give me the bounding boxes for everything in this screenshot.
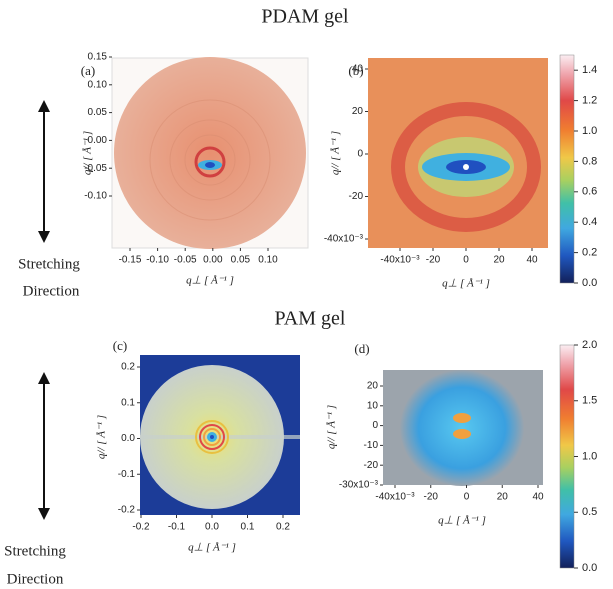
stretching-label: Stretching [18,256,80,272]
y-tick-label: 0.2 [121,362,135,373]
y-tick-label: -10 [364,440,379,451]
stretching-label: Direction [7,571,64,587]
x-tick-label: 20 [497,492,509,503]
x-axis-label: q⊥ [ Å⁻¹ ] [438,515,486,527]
section-title: PAM gel [275,308,346,330]
x-tick-label: 0.2 [276,522,290,533]
y-tick-label: 0.0 [121,433,135,444]
beamstop [463,164,469,170]
y-tick-label: -20 [364,460,379,471]
x-tick-label: 0 [463,255,469,266]
y-tick-label: 0.1 [121,397,135,408]
panel-label: (d) [354,341,369,356]
arrow-head [38,100,50,112]
colorbar-tick-label: 1.4 [582,64,597,76]
colorbar-tick-label: 0.8 [582,155,597,167]
x-axis-label: q⊥ [ Å⁻¹ ] [442,278,490,290]
x-tick-label: -40x10⁻³ [375,492,415,503]
y-axis-label: q// [ Å⁻¹ ] [326,405,338,449]
colorbar-tick-label: 1.5 [582,395,597,407]
y-tick-label: -0.1 [118,469,136,480]
arrow-head [38,372,50,384]
colorbar-tick-label: 0.0 [582,562,597,574]
lobe [453,413,471,423]
arrow-head [38,231,50,243]
colorbar [560,55,574,283]
x-tick-label: -0.2 [132,522,150,533]
panel-label: (a) [81,63,95,78]
y-tick-label: -0.2 [118,505,136,516]
colorbar-tick-label: 1.0 [582,450,597,462]
core [205,162,215,168]
x-tick-label: -0.05 [174,255,197,266]
scatter-disc [400,370,524,486]
y-tick-label: 0.05 [88,107,108,118]
x-tick-label: 20 [493,255,505,266]
y-tick-label: 0 [372,420,378,431]
x-tick-label: 0.1 [241,522,255,533]
y-tick-label: -20 [349,191,364,202]
y-tick-label: 0.10 [88,79,108,90]
x-tick-label: -40x10⁻³ [380,255,420,266]
colorbar-tick-label: 0.6 [582,186,597,198]
x-tick-label: 40 [526,255,538,266]
lobe [453,429,471,439]
y-tick-label: 20 [367,381,379,392]
x-tick-label: 0 [464,492,470,503]
x-tick-label: -0.15 [119,255,142,266]
arrow-head [38,508,50,520]
x-tick-label: 0.00 [203,255,223,266]
y-axis-label: q// [ Å⁻¹ ] [330,131,342,175]
y-tick-label: 10 [367,400,379,411]
stretching-label: Stretching [4,543,66,559]
colorbar-tick-label: 2.0 [582,339,597,351]
y-tick-label: -40x10⁻³ [324,234,364,245]
colorbar-tick-label: 0.0 [582,277,597,289]
y-axis-label: q// [ Å⁻¹ ] [82,131,94,175]
core [210,435,214,439]
colorbar-tick-label: 0.2 [582,247,597,259]
y-tick-label: 0.15 [88,52,108,63]
y-tick-label: 0 [357,149,363,160]
y-tick-label: -0.10 [84,191,107,202]
x-tick-label: -0.1 [168,522,186,533]
section-title: PDAM gel [261,6,349,28]
x-axis-label: q⊥ [ Å⁻¹ ] [188,542,236,554]
colorbar-tick-label: 0.5 [582,506,597,518]
x-tick-label: 0.05 [231,255,251,266]
y-tick-label: 20 [352,106,364,117]
x-tick-label: -20 [426,255,441,266]
colorbar [560,345,574,568]
y-tick-label: -30x10⁻³ [339,480,379,491]
colorbar-tick-label: 1.0 [582,125,597,137]
y-tick-label: 40 [352,64,364,75]
x-tick-label: -0.10 [146,255,169,266]
colorbar-tick-label: 0.4 [582,216,597,228]
y-axis-label: q// [ Å⁻¹ ] [96,415,108,459]
panel-label: (c) [113,338,127,353]
stretching-label: Direction [23,283,80,299]
colorbar-tick-label: 1.2 [582,95,597,107]
x-tick-label: 40 [532,492,544,503]
x-tick-label: 0.10 [258,255,278,266]
x-tick-label: 0.0 [205,522,219,533]
figure: PDAM gelStretchingDirection(a)0.150.100.… [0,0,613,589]
x-axis-label: q⊥ [ Å⁻¹ ] [186,275,234,287]
x-tick-label: -20 [424,492,439,503]
